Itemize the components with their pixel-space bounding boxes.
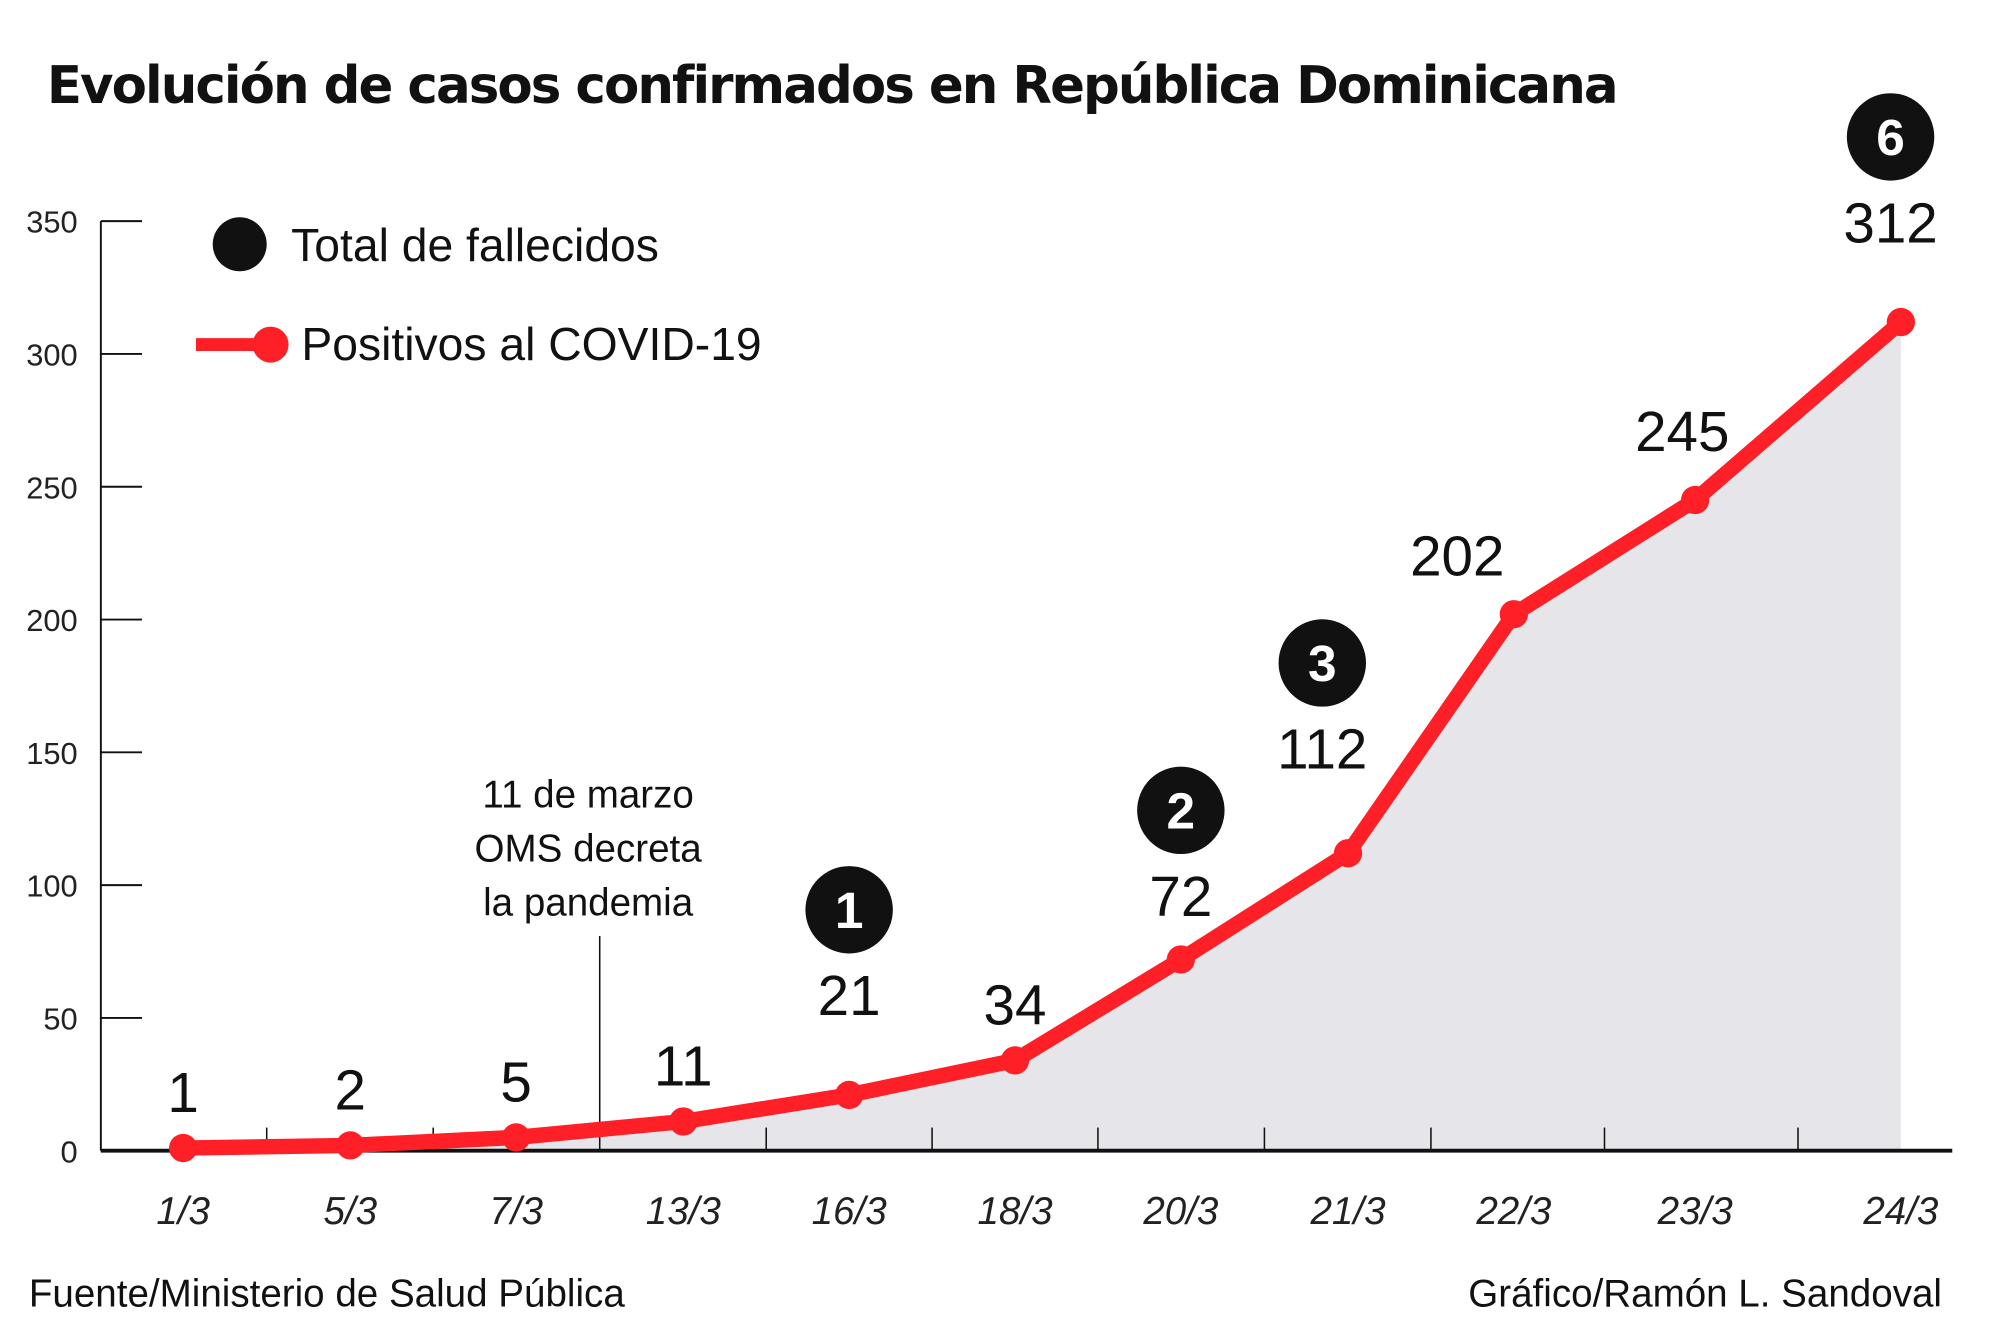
- cases-point: [502, 1123, 531, 1152]
- cases-point: [1000, 1046, 1030, 1075]
- x-tick-label: 5/3: [323, 1190, 377, 1233]
- cases-value-label: 72: [1149, 865, 1212, 928]
- y-tick-label: 300: [26, 338, 77, 373]
- cases-value-label: 5: [500, 1050, 531, 1113]
- cases-value-label: 11: [654, 1034, 713, 1097]
- y-tick-label: 150: [26, 736, 77, 771]
- y-tick-label: 50: [43, 1001, 77, 1036]
- deaths-value-label: 2: [1167, 781, 1196, 839]
- cases-value-label: 202: [1410, 525, 1504, 588]
- deaths-marker: [1137, 766, 1225, 855]
- legend-deaths-marker: [212, 217, 267, 272]
- cases-value-label: 1: [167, 1061, 198, 1124]
- y-tick-label: 350: [26, 205, 77, 240]
- x-tick-label: 13/3: [646, 1190, 722, 1233]
- credit-note: Gráfico/Ramón L. Sandoval: [1468, 1272, 1942, 1315]
- deaths-value-label: 1: [835, 881, 864, 939]
- x-tick-label: 23/3: [1657, 1190, 1734, 1233]
- chart-title: Evolución de casos confirmados en Repúbl…: [47, 56, 1617, 116]
- legend-cases-marker: [252, 326, 289, 363]
- cases-point: [1499, 600, 1528, 629]
- cases-point: [169, 1133, 198, 1163]
- plot-area: 0 50 100 150 200 250 300 350 1/3 5/3 7/3 13/3 16/3 18…: [26, 93, 1953, 1233]
- y-tick-label: 100: [26, 869, 77, 904]
- annotation-line-1: 11 de marzo: [482, 773, 694, 816]
- cases-value-label: 245: [1635, 400, 1729, 463]
- deaths-marker: [1278, 619, 1366, 707]
- annotation: 11 de marzo OMS decreta la pandemia: [475, 773, 703, 924]
- x-tick-label: 24/3: [1862, 1190, 1939, 1233]
- cases-value-label: 21: [818, 964, 881, 1027]
- x-tick-label: 21/3: [1309, 1190, 1386, 1233]
- cases-value-label: 312: [1843, 191, 1937, 254]
- area-fill: [183, 322, 1901, 1151]
- x-tick-label: 7/3: [489, 1190, 543, 1233]
- legend: Total de fallecidos Positivos al COVID-1…: [196, 217, 762, 370]
- legend-cases-label: Positivos al COVID-19: [301, 318, 761, 370]
- deaths-value-label: 3: [1308, 634, 1337, 692]
- cases-point: [1886, 307, 1915, 337]
- x-tick-label: 18/3: [977, 1190, 1053, 1233]
- cases-value-label: 112: [1277, 717, 1367, 780]
- legend-deaths-label: Total de fallecidos: [291, 219, 659, 271]
- cases-point: [669, 1107, 698, 1136]
- x-tick-label: 1/3: [156, 1190, 210, 1233]
- cases-point: [835, 1080, 864, 1110]
- y-tick-label: 0: [61, 1134, 78, 1169]
- deaths-value-label: 6: [1876, 108, 1905, 166]
- y-tick-label: 250: [26, 470, 77, 505]
- x-tick-label: 20/3: [1142, 1190, 1219, 1233]
- cases-point: [1681, 485, 1710, 515]
- annotation-line-2: OMS decreta: [475, 827, 703, 870]
- x-tick-label: 22/3: [1475, 1190, 1552, 1233]
- deaths-marker: [1846, 93, 1935, 181]
- cases-value-label: 2: [335, 1058, 366, 1121]
- annotation-line-3: la pandemia: [483, 881, 694, 924]
- cases-point: [336, 1131, 365, 1160]
- cases-point: [1333, 839, 1363, 868]
- cases-point: [1166, 945, 1195, 974]
- x-tick-label: 16/3: [812, 1190, 888, 1233]
- source-note: Fuente/Ministerio de Salud Pública: [29, 1272, 625, 1315]
- y-tick-label: 200: [26, 603, 77, 638]
- cases-value-label: 34: [984, 973, 1047, 1036]
- deaths-marker: [805, 866, 893, 954]
